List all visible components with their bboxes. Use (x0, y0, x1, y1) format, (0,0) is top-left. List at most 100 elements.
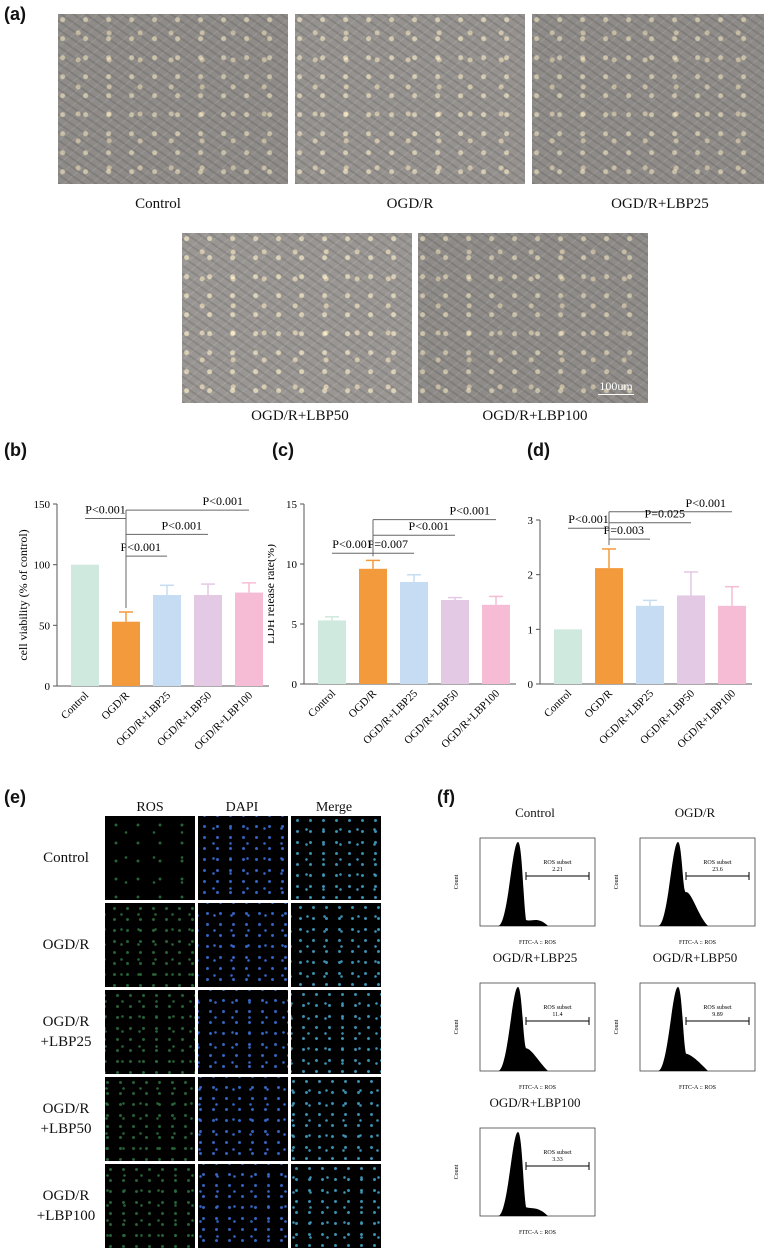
plot-frame (479, 982, 596, 1072)
p-value-label: P<0.001 (203, 494, 243, 508)
p-value-label: P=0.007 (368, 537, 408, 551)
bar-4 (718, 605, 746, 684)
fluorescence-image (291, 816, 381, 900)
x-tick-label: OGD/R (582, 687, 615, 720)
bar-2 (153, 595, 181, 686)
x-tick-label: Control (542, 688, 574, 720)
y-tick-label: 2 (528, 570, 534, 582)
histogram-peak (498, 842, 548, 926)
histogram-peak (498, 987, 548, 1071)
y-tick-label: 0 (292, 679, 298, 691)
flow-x-label: FITC-A :: ROS (679, 1085, 716, 1091)
y-tick-label: 0 (528, 679, 534, 691)
fluorescence-image (105, 1164, 195, 1248)
p-value-label: P=0.003 (604, 523, 644, 537)
plot-frame (639, 982, 756, 1072)
x-tick-label: OGD/R (99, 689, 132, 722)
flow-cytometry-area: Control ROS subset 2.21 FITC-A :: ROS Count O… (440, 805, 770, 1245)
gate-value: 2.21 (552, 867, 563, 873)
flow-x-label: FITC-A :: ROS (519, 1230, 556, 1236)
row-label: OGD/R +LBP100 (36, 1188, 96, 1224)
y-tick-label: 10 (286, 559, 298, 571)
p-value-label: P<0.001 (409, 519, 449, 533)
bar-1 (112, 621, 140, 686)
fluorescence-image (198, 1164, 288, 1248)
plot-frame (479, 1127, 596, 1217)
fluorescence-image (105, 816, 195, 900)
row-label: Control (43, 850, 89, 866)
y-tick-label: 0 (45, 681, 51, 693)
flow-plot-title: OGD/R (674, 805, 716, 820)
bar-1 (595, 568, 623, 684)
fluorescence-image (198, 816, 288, 900)
y-tick-label: 5 (292, 619, 298, 631)
panel-label-e: (e) (4, 787, 26, 807)
fluorescence-image (291, 903, 381, 987)
bar-1 (359, 568, 387, 684)
col-label-ros: ROS (136, 800, 164, 815)
y-tick-label: 15 (286, 499, 298, 511)
panel-label-a: (a) (4, 4, 26, 24)
flow-plot-title: OGD/R+LBP25 (492, 950, 578, 965)
row-label: OGD/R +LBP50 (40, 1101, 92, 1137)
y-axis-label: LDH release rate(%) (268, 544, 277, 644)
panel-label-c: (c) (272, 440, 294, 460)
flow-plot-title: OGD/R+LBP50 (652, 950, 738, 965)
p-value-label: P<0.001 (686, 496, 726, 510)
micrograph-ogdr (295, 14, 525, 184)
fluorescence-image (105, 990, 195, 1074)
gate-label: ROS subset (543, 1150, 572, 1156)
flow-y-label: Count (454, 1164, 460, 1179)
gate-label: ROS subset (703, 1005, 732, 1011)
p-value-label: P<0.001 (85, 503, 125, 517)
histogram-peak (658, 987, 708, 1071)
micrograph-control (58, 14, 288, 184)
gate-label: ROS subset (543, 860, 572, 866)
panel-label-b: (b) (4, 440, 27, 460)
x-tick-label: Control (59, 690, 91, 722)
gate-label: ROS subset (703, 860, 732, 866)
flow-y-label: Count (454, 1019, 460, 1034)
p-value-label: P=0.025 (645, 507, 685, 521)
flow-plot-title: OGD/R+LBP100 (489, 1095, 581, 1110)
flow-y-label: Count (614, 1019, 620, 1034)
col-label-dapi: DAPI (225, 800, 259, 815)
bar-0 (554, 629, 582, 684)
flow-x-label: FITC-A :: ROS (519, 1085, 556, 1091)
caption-ogdr: OGD/R (386, 196, 434, 212)
histogram-peak (658, 842, 708, 926)
y-tick-label: 100 (34, 560, 51, 572)
fluorescence-image (291, 1164, 381, 1248)
p-value-label: P<0.001 (568, 512, 608, 526)
flow-y-label: Count (454, 874, 460, 889)
bar-0 (318, 620, 346, 684)
bar-2 (400, 582, 428, 684)
gate-value: 3.33 (552, 1157, 563, 1163)
y-axis-label: cell viability (% of control) (16, 529, 30, 660)
micrograph-lbp50 (182, 233, 412, 403)
col-label-merge: Merge (315, 800, 353, 815)
fluorescence-image (198, 990, 288, 1074)
bar-0 (71, 564, 99, 686)
flow-x-label: FITC-A :: ROS (519, 940, 556, 946)
fluorescence-image (105, 1077, 195, 1161)
bar-3 (441, 600, 469, 684)
bar-4 (235, 592, 263, 686)
x-tick-label: Control (306, 688, 338, 720)
p-value-label: P<0.001 (450, 504, 490, 518)
bar-3 (677, 595, 705, 684)
p-value-label: P<0.001 (121, 540, 161, 554)
row-label: OGD/R +LBP25 (40, 1014, 92, 1050)
y-tick-label: 50 (39, 620, 51, 632)
bar-2 (636, 605, 664, 684)
bar-3 (194, 595, 222, 686)
panel-label-d: (d) (527, 440, 550, 460)
bar-chart-viability: 0 50 100 150 cell viability (% of control) Co… (16, 494, 269, 753)
histogram-peak (498, 1132, 548, 1216)
row-label: OGD/R (42, 937, 90, 953)
fluorescence-image (291, 990, 381, 1074)
caption-lbp50: OGD/R+LBP50 (251, 408, 349, 424)
bar-4 (482, 604, 510, 684)
